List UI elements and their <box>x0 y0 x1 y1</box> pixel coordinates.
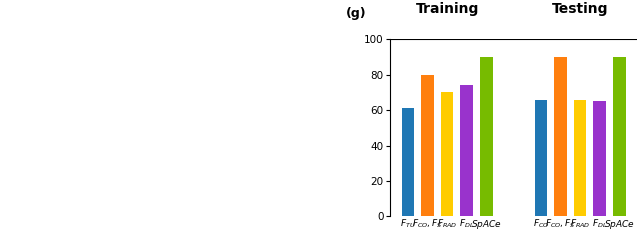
Text: (g): (g) <box>346 7 367 20</box>
Text: Testing: Testing <box>552 2 609 16</box>
Bar <box>460 85 473 216</box>
Bar <box>593 101 606 216</box>
Bar <box>554 57 567 216</box>
Bar <box>480 57 493 216</box>
Bar <box>534 100 547 216</box>
Bar <box>441 92 454 216</box>
Bar <box>573 100 586 216</box>
Bar <box>402 108 414 216</box>
Text: Training: Training <box>415 2 479 16</box>
Bar <box>421 75 434 216</box>
Bar <box>613 57 625 216</box>
